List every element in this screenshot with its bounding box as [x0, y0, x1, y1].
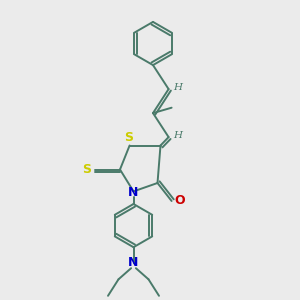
Text: H: H: [173, 83, 182, 92]
Text: H: H: [173, 131, 182, 140]
Text: S: S: [124, 131, 134, 144]
Text: N: N: [128, 185, 138, 199]
Text: S: S: [82, 163, 91, 176]
Text: O: O: [174, 194, 185, 208]
Text: N: N: [128, 256, 139, 269]
